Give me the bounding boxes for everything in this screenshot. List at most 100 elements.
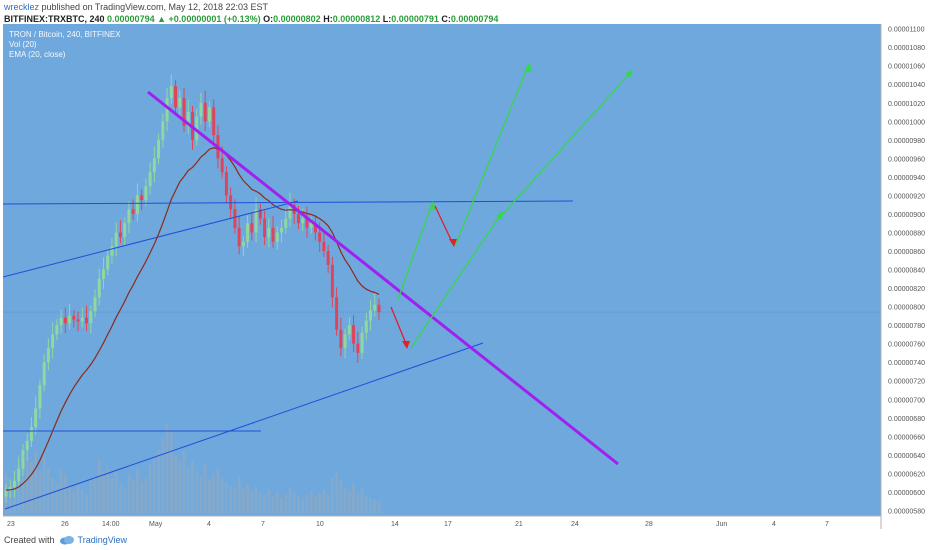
- tradingview-brand[interactable]: TradingView: [59, 535, 127, 545]
- y-tick-label-7: 0.00000960: [888, 156, 925, 163]
- candle-body-81: [347, 325, 351, 335]
- y-tick-label-8: 0.00000940: [888, 175, 925, 182]
- candle-body-48: [207, 107, 211, 122]
- volume-bar-31: [135, 469, 139, 514]
- y-tick-label-26: 0.00000580: [888, 508, 925, 515]
- candle-body-59: [254, 209, 258, 233]
- y-axis-labels: 0.00001100 0.00001080 0.00001060 0.00001040…: [888, 27, 925, 516]
- low-label: L:: [382, 14, 392, 24]
- volume-bar-46: [199, 476, 203, 514]
- y-tick-label-3: 0.00001040: [888, 82, 925, 89]
- candle-body-61: [263, 218, 267, 238]
- volume-bar-59: [254, 487, 258, 514]
- volume-bar-43: [186, 467, 190, 514]
- volume-bar-26: [114, 470, 118, 514]
- candle-body-4: [21, 450, 25, 469]
- y-tick-label-5: 0.00001000: [888, 119, 925, 126]
- candle-body-86: [369, 310, 373, 321]
- close-value: 0.00000794: [450, 14, 499, 24]
- y-tick-label-25: 0.00000600: [888, 490, 925, 497]
- volume-bar-34: [148, 464, 152, 514]
- time-axis[interactable]: [3, 516, 881, 529]
- volume-bar-35: [152, 458, 156, 514]
- x-tick-label-8: 17: [444, 521, 452, 528]
- volume-bar-75: [322, 488, 326, 514]
- red-down-arrow-2: [434, 205, 457, 247]
- candle-body-9: [42, 362, 46, 386]
- descending-trendline[interactable]: [147, 90, 619, 466]
- volume-bar-33: [144, 478, 148, 514]
- candle-body-71: [305, 218, 309, 228]
- volume-bar-88: [377, 501, 381, 514]
- candle-body-57: [246, 223, 250, 242]
- candle-body-29: [127, 209, 131, 224]
- y-tick-label-11: 0.00000880: [888, 230, 925, 237]
- green-up-arrow-2: [454, 62, 532, 247]
- author-link[interactable]: wrecklez: [4, 2, 40, 12]
- candle-body-16: [72, 315, 76, 320]
- volume-bar-3: [17, 464, 21, 514]
- symbol-label: BITFINEX:TRXBTC, 240: [4, 14, 105, 24]
- candle-body-43: [186, 112, 190, 126]
- green-up-arrow-1: [397, 201, 436, 300]
- volume-bar-70: [301, 497, 305, 514]
- lower-support-trendline[interactable]: [4, 342, 484, 510]
- volume-bar-29: [127, 473, 131, 514]
- volume-bar-79: [339, 479, 343, 514]
- candle-body-45: [195, 116, 199, 140]
- candle-body-33: [144, 186, 148, 201]
- volume-bar-85: [364, 496, 368, 514]
- chart-area[interactable]: 0.00001100 0.00001080 0.00001060 0.00001040…: [2, 24, 929, 529]
- volume-bar-11: [51, 478, 55, 514]
- legend-volume[interactable]: Vol (20): [9, 40, 37, 49]
- legend-ema[interactable]: EMA (20, close): [9, 50, 66, 59]
- volume-bar-64: [275, 490, 279, 514]
- volume-bar-18: [80, 488, 84, 514]
- chart-header: wrecklez published on TradingView.com, M…: [4, 2, 928, 25]
- volume-bar-86: [369, 497, 373, 514]
- price-chart[interactable]: 0.00001100 0.00001080 0.00001060 0.00001040…: [2, 24, 929, 529]
- candle-body-28: [123, 223, 127, 238]
- volume-bar-54: [233, 487, 237, 514]
- volume-bar-7: [34, 451, 38, 514]
- upper-support-trendline[interactable]: [2, 200, 299, 278]
- volume-bar-5: [25, 458, 29, 514]
- volume-bar-13: [59, 469, 63, 514]
- volume-bar-53: [229, 485, 233, 514]
- price-axis[interactable]: [881, 24, 929, 529]
- candle-body-49: [212, 107, 216, 136]
- volume-bar-56: [241, 488, 245, 514]
- volume-bar-37: [161, 437, 165, 514]
- candle-body-66: [284, 218, 288, 228]
- candle-body-67: [288, 204, 292, 219]
- x-tick-label-10: 24: [571, 521, 579, 528]
- candle-body-79: [339, 329, 343, 349]
- y-tick-label-10: 0.00000900: [888, 212, 925, 219]
- legend-title[interactable]: TRON / Bitcoin, 240, BITFINEX: [9, 30, 121, 39]
- created-with-label: Created with: [4, 535, 55, 545]
- publish-line: wrecklez published on TradingView.com, M…: [4, 2, 928, 13]
- candle-body-37: [161, 121, 165, 140]
- candle-body-60: [258, 209, 262, 219]
- volume-bar-77: [330, 478, 334, 514]
- candle-body-10: [46, 348, 50, 363]
- volume-bar-6: [29, 461, 33, 514]
- candle-body-5: [25, 440, 29, 451]
- volume-bar-38: [165, 424, 169, 514]
- candle-body-31: [135, 195, 139, 214]
- open-value: 0.00000802: [273, 14, 321, 24]
- price-change: +0.00000001 (+0.13%): [168, 14, 261, 24]
- volume-bar-20: [89, 479, 93, 514]
- y-tick-label-22: 0.00000660: [888, 434, 925, 441]
- volume-bar-22: [97, 460, 101, 514]
- y-tick-label-23: 0.00000640: [888, 453, 925, 460]
- y-tick-label-21: 0.00000680: [888, 416, 925, 423]
- candle-body-36: [157, 139, 161, 159]
- volume-layer: [4, 424, 381, 514]
- high-value: 0.00000812: [332, 14, 381, 24]
- volume-bar-27: [118, 482, 122, 514]
- candle-body-11: [51, 334, 55, 349]
- close-label: C:: [441, 14, 451, 24]
- volume-bar-19: [85, 494, 89, 514]
- x-tick-label-5: 7: [261, 521, 265, 528]
